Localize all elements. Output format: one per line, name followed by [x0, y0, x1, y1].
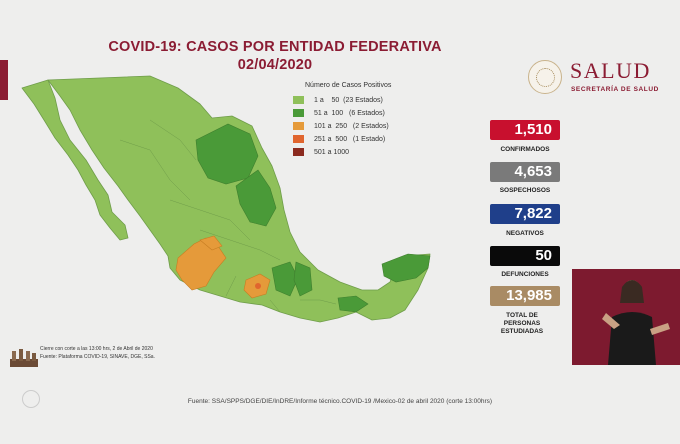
suspected-label: SOSPECHOSOS: [499, 187, 551, 194]
legend-label: 1 a 50 (23 Estados): [314, 96, 383, 104]
legend-item: 1 a 50 (23 Estados): [293, 94, 391, 107]
legend-item: 501 a 1000: [293, 146, 391, 159]
state-cdmx: [255, 283, 261, 289]
interpreter-video: [572, 269, 680, 365]
decorative-stripe: [0, 60, 8, 100]
state-puebla: [293, 261, 313, 297]
legend-label: 101 a 250 (2 Estados): [314, 122, 389, 130]
state-nuevo-leon: [235, 169, 277, 227]
deaths-value: 50: [490, 246, 560, 266]
state-jalisco-north: [199, 235, 223, 251]
legend-swatch: [293, 135, 304, 144]
note-source: Fuente: Plataforma COVID-19, SINAVE, DGE…: [40, 354, 155, 360]
legend-item: 51 a 100 (6 Estados): [293, 107, 391, 120]
state-center-green: [271, 261, 299, 297]
baja-california: [21, 79, 129, 241]
suspected-value: 4,653: [490, 162, 560, 182]
title-line-1: COVID-19: CASOS POR ENTIDAD FEDERATIVA: [108, 39, 442, 55]
title-date: 02/04/2020: [237, 57, 313, 73]
legend-title: Número de Casos Positivos: [305, 82, 392, 89]
legend-swatch: [293, 109, 304, 118]
confirmed-label: CONFIRMADOS: [500, 146, 550, 153]
confirmed-value: 1,510: [490, 120, 560, 140]
total-studied-label: TOTAL DE PERSONAS ESTUDIADAS: [500, 312, 544, 335]
deaths-label: DEFUNCIONES: [501, 271, 549, 278]
decorative-figures: [10, 345, 38, 367]
brand-subtitle: SECRETARÍA DE SALUD: [571, 86, 659, 93]
source-text: Fuente: SSA/SPPS/DGE/DIE/InDRE/Informe t…: [187, 398, 493, 405]
negative-value: 7,822: [490, 204, 560, 224]
negative-label: NEGATIVOS: [506, 230, 544, 237]
legend-swatch: [293, 122, 304, 131]
legend-swatch: [293, 148, 304, 157]
legend-swatch: [293, 96, 304, 105]
interpreter-figure: [602, 280, 670, 365]
page-title: COVID-19: CASOS POR ENTIDAD FEDERATIVA 0…: [60, 38, 490, 74]
seal-icon: [22, 390, 40, 408]
legend-label: 251 a 500 (1 Estado): [314, 135, 386, 143]
legend-label: 51 a 100 (6 Estados): [314, 109, 385, 117]
brand-name: SALUD: [570, 58, 651, 83]
salud-logo: SALUD SECRETARÍA DE SALUD: [528, 58, 668, 100]
seal-icon: [528, 60, 562, 94]
note-cutoff: Cierre con corte a las 13:00 hrs, 2 de A…: [40, 346, 153, 352]
legend-label: 501 a 1000: [314, 148, 350, 156]
legend-item: 101 a 250 (2 Estados): [293, 120, 391, 133]
state-yucatan: [381, 253, 431, 283]
map-notes: Cierre con corte a las 13:00 hrs, 2 de A…: [40, 345, 155, 361]
map-legend: Número de Casos Positivos 1 a 50 (23 Est…: [293, 82, 391, 159]
legend-item: 251 a 500 (1 Estado): [293, 133, 391, 146]
state-tabasco: [337, 295, 369, 313]
total-studied-value: 13,985: [490, 286, 560, 306]
